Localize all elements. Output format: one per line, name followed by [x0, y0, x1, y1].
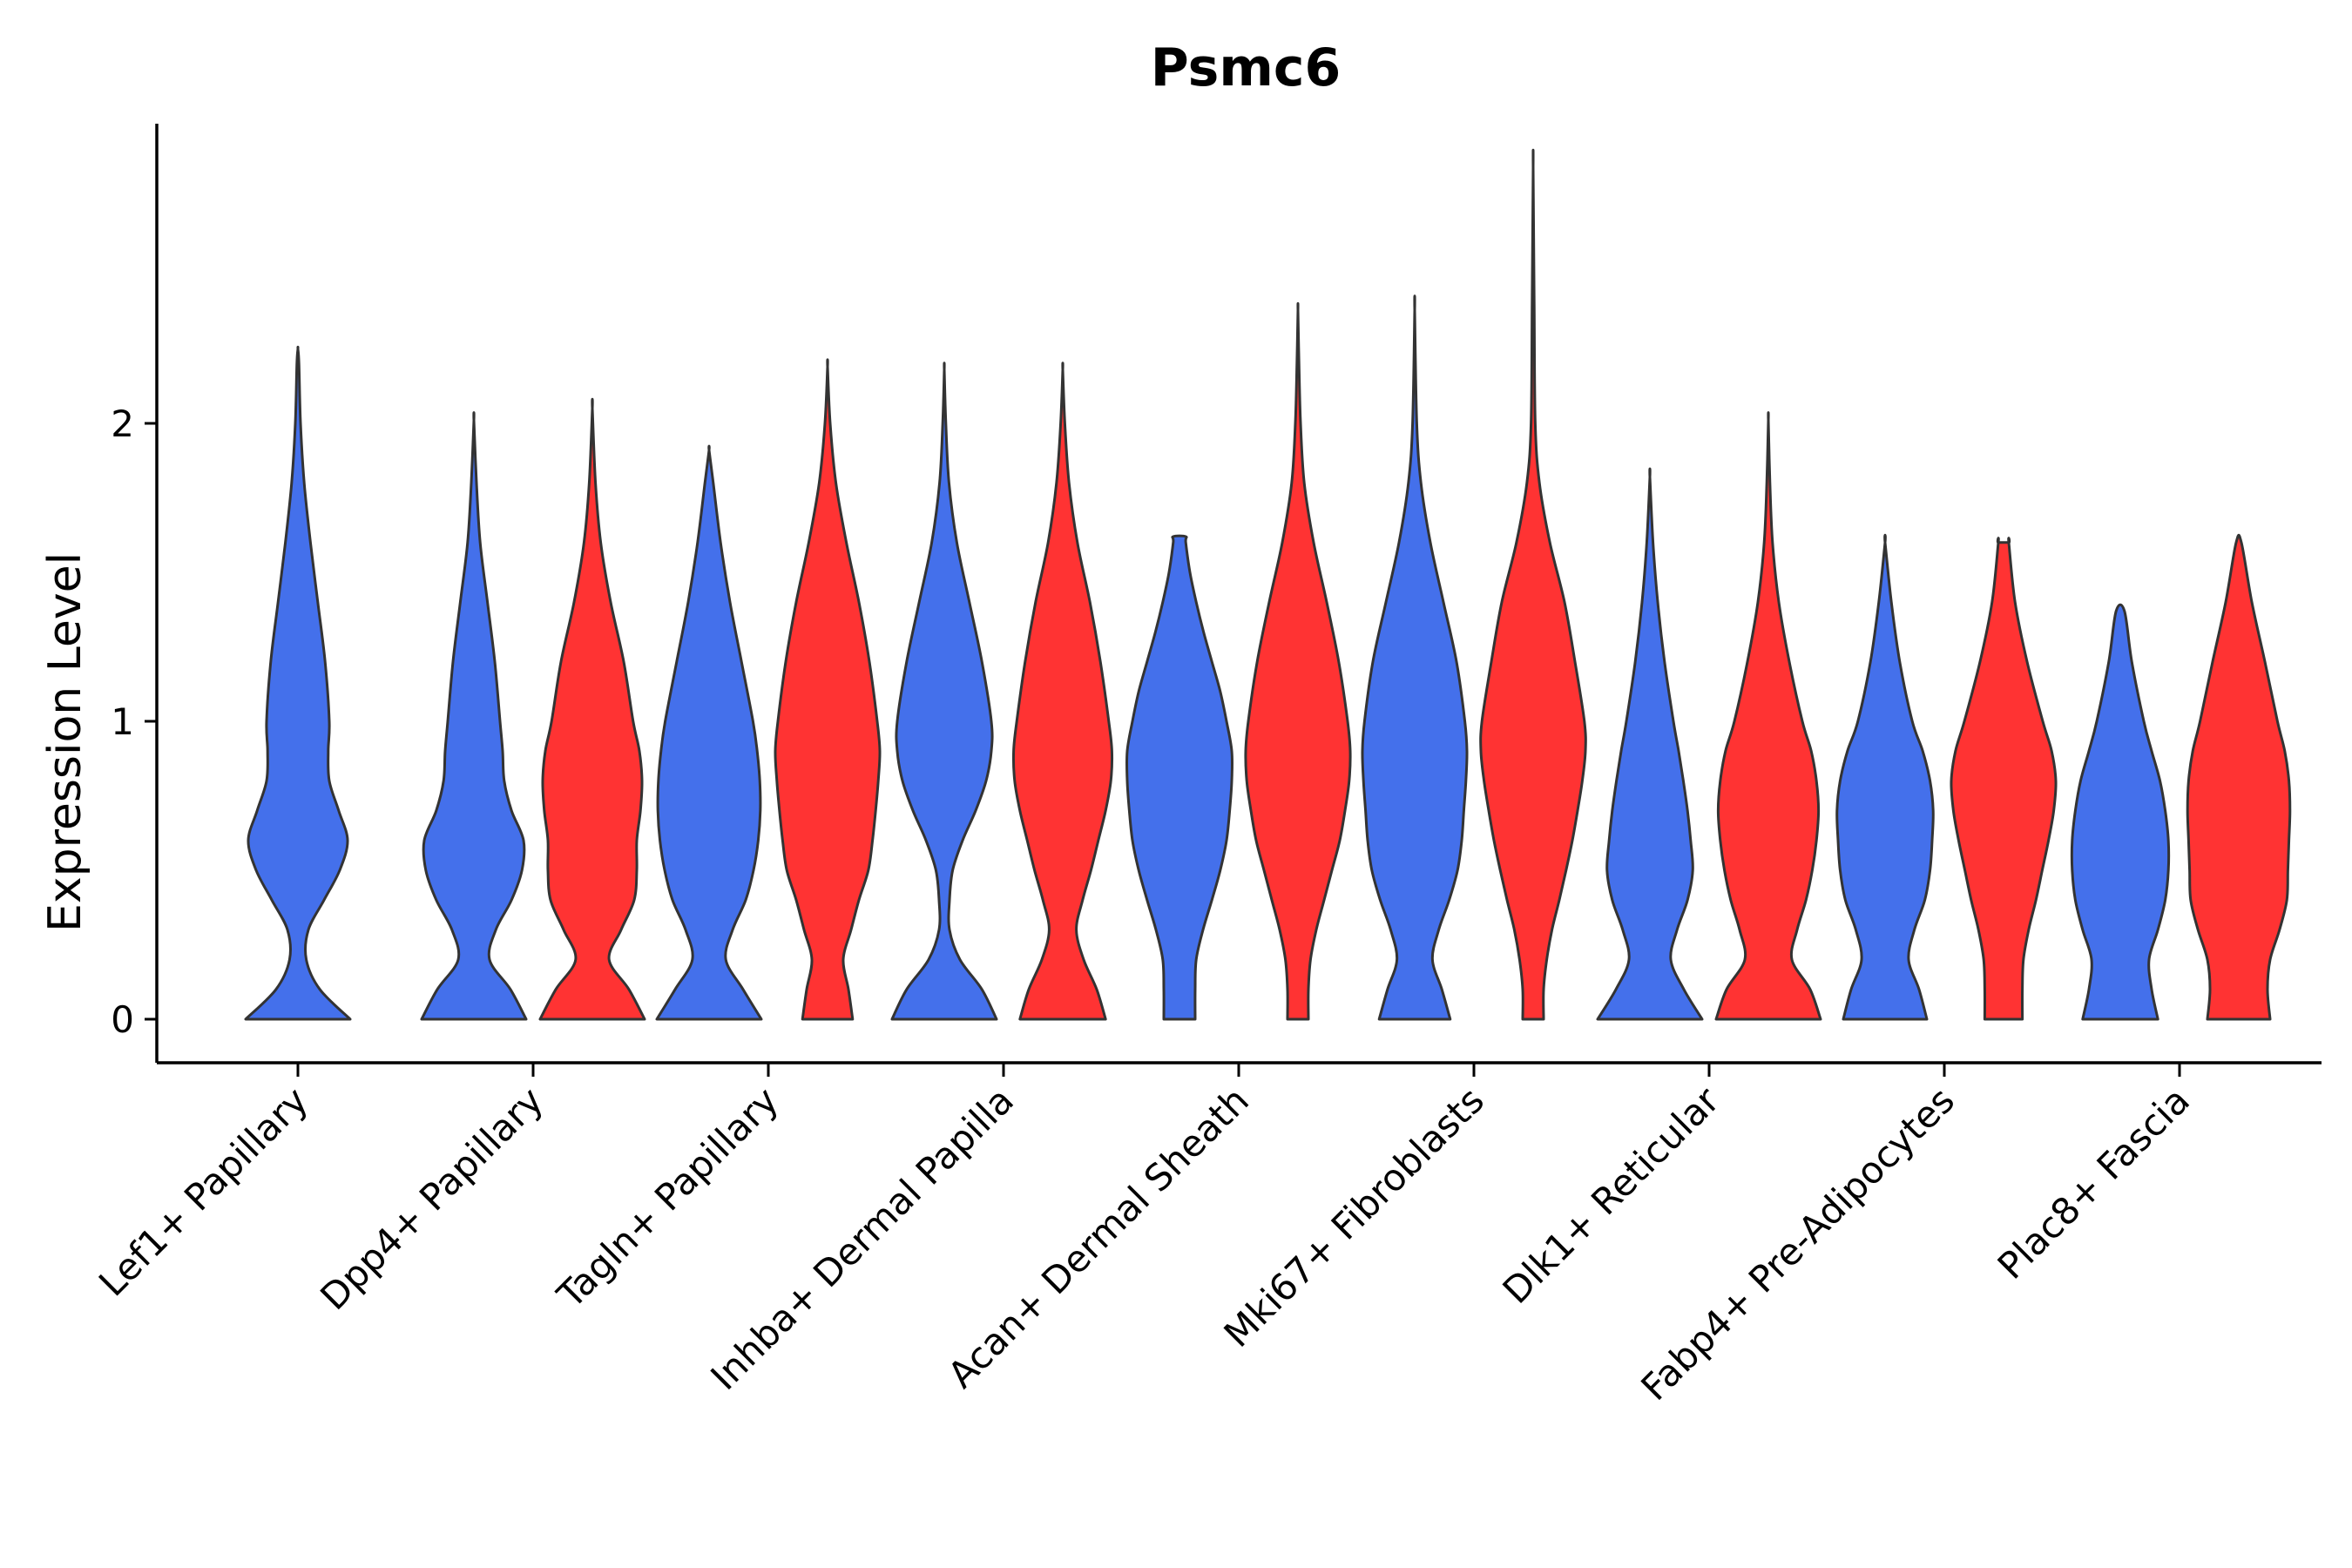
- violin-3-1: [1011, 362, 1114, 1021]
- x-tick-label-6: Dlk1+ Reticular: [1495, 1078, 1728, 1312]
- x-tick-label-5: Mki67+ Fibroblasts: [1216, 1078, 1492, 1355]
- violin-6-1: [1714, 411, 1822, 1021]
- violin-7-1: [1950, 537, 2058, 1021]
- violin-4-1: [1244, 301, 1352, 1021]
- x-tick-label-0: Lef1+ Papillary: [91, 1078, 316, 1304]
- violin-5-0: [1361, 294, 1469, 1021]
- violin-1-0: [420, 411, 528, 1021]
- violin-0-0: [244, 345, 352, 1021]
- violin-2-1: [774, 358, 882, 1021]
- violin-1-1: [538, 397, 646, 1021]
- violin-2-0: [655, 444, 763, 1021]
- y-tick-label-2: 2: [111, 402, 134, 445]
- y-ticks: 0 1 2: [111, 402, 157, 1041]
- violin-4-0: [1125, 534, 1234, 1021]
- y-tick-label-0: 0: [111, 998, 134, 1041]
- violin-layer: [244, 148, 2292, 1021]
- violin-6-0: [1596, 467, 1704, 1021]
- violin-3-0: [890, 362, 998, 1021]
- y-tick-label-1: 1: [111, 700, 134, 743]
- x-tick-label-2: Tagln+ Papillary: [549, 1078, 787, 1316]
- y-axis-label: Expression Level: [39, 552, 91, 932]
- chart-title: Psmc6: [1151, 37, 1341, 98]
- x-tick-label-8: Plac8+ Fascia: [1990, 1078, 2198, 1287]
- violin-8-1: [2186, 533, 2292, 1021]
- x-tick-label-1: Dpp4+ Papillary: [312, 1078, 551, 1318]
- violin-5-1: [1479, 148, 1587, 1021]
- violin-8-0: [2070, 603, 2171, 1021]
- violin-7-0: [1835, 533, 1935, 1021]
